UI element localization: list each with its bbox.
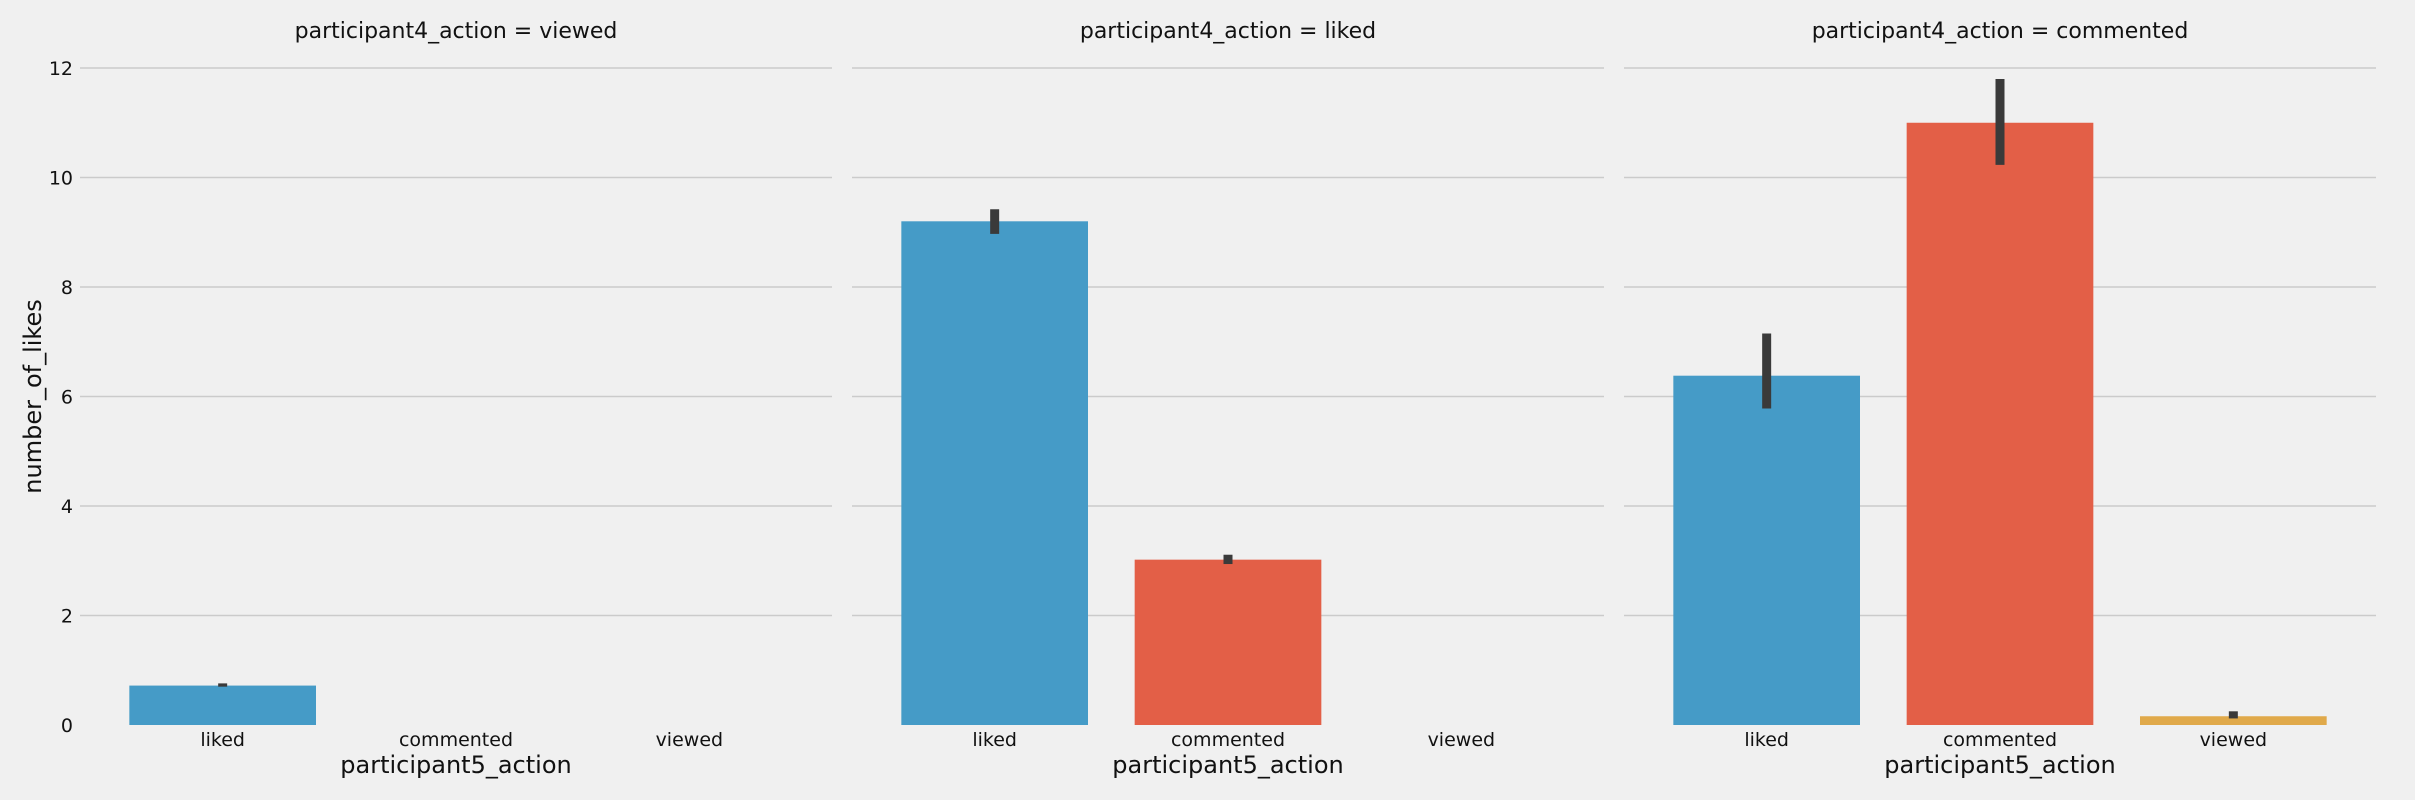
panel-title: participant4_action = viewed <box>295 19 618 44</box>
y-tick-label: 4 <box>61 496 73 518</box>
y-tick-label: 8 <box>61 277 73 299</box>
panel-title: participant4_action = liked <box>1080 19 1376 44</box>
bar-commented <box>1906 122 2094 725</box>
y-axis-label: number_of_likes <box>19 299 47 493</box>
x-tick-label: viewed <box>1428 729 1496 751</box>
bar-liked <box>1673 375 1860 725</box>
x-axis-label: participant5_action <box>340 751 571 779</box>
x-tick-label: viewed <box>2200 729 2268 751</box>
y-tick-label: 2 <box>61 606 73 628</box>
x-tick-label: liked <box>200 729 245 751</box>
bar-liked <box>901 221 1088 726</box>
x-tick-label: commented <box>1943 729 2057 751</box>
bar-commented <box>1134 559 1322 725</box>
y-tick-label: 12 <box>49 58 73 80</box>
x-tick-label: liked <box>972 729 1017 751</box>
x-axis-label: participant5_action <box>1112 751 1343 779</box>
bars <box>129 78 2327 726</box>
labels: participant4_action = viewed liked comment… <box>19 19 2267 779</box>
bar-liked <box>129 685 316 725</box>
y-tick-label: 0 <box>61 715 73 737</box>
x-tick-label: commented <box>399 729 513 751</box>
x-tick-label: commented <box>1171 729 1285 751</box>
x-axis-label: participant5_action <box>1884 751 2115 779</box>
x-tick-label: liked <box>1744 729 1789 751</box>
bar-viewed <box>2140 716 2327 725</box>
x-tick-label: viewed <box>656 729 724 751</box>
y-tick-label: 10 <box>49 168 73 190</box>
y-tick-label: 6 <box>61 387 73 409</box>
panel-title: participant4_action = commented <box>1812 19 2189 44</box>
